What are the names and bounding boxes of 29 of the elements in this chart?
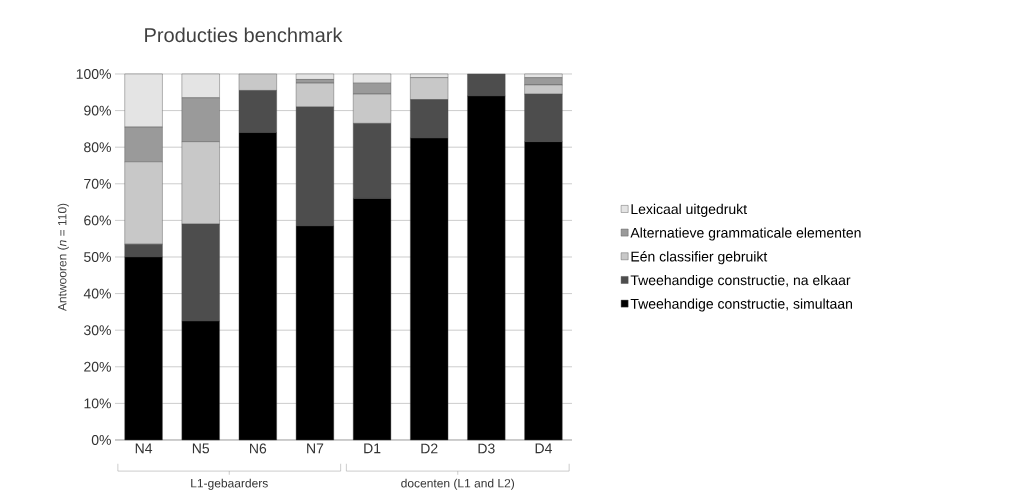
x-tick-label: D3 — [478, 443, 495, 454]
y-tick-label: 10% — [84, 398, 111, 409]
chart-title: Producties benchmark — [145, 27, 343, 43]
text: L1-gebaarders — [191, 478, 268, 490]
x-tick-label: N7 — [307, 443, 324, 454]
y-tick-label: 60% — [84, 215, 111, 226]
legend-label: Lexicaal uitgedrukt — [631, 203, 747, 217]
legend-label: Eén classifier gebruikt — [631, 251, 768, 265]
x-tick-label: D1 — [364, 443, 381, 454]
x-tick-label: N6 — [250, 443, 267, 454]
y-axis-title: Antwooren (n = 110) — [57, 203, 69, 312]
y-tick-label: 40% — [83, 288, 111, 299]
x-tick-label: N4 — [135, 443, 153, 454]
y-tick-label: 30% — [84, 325, 111, 336]
text: docenten (L1 and L2) — [401, 478, 515, 490]
legend-label: Alternatieve grammaticale elementen — [630, 227, 861, 241]
y-tick-label: 90% — [84, 105, 111, 116]
y-tick-label: 80% — [84, 142, 111, 153]
y-tick-label: 100% — [76, 69, 111, 79]
y-tick-label: 50% — [84, 252, 111, 262]
y-tick-label: 0% — [91, 435, 111, 445]
legend-label: Tweehandige constructie, na elkaar — [630, 274, 851, 288]
x-tick-label: N5 — [192, 443, 210, 454]
bar — [295, 73, 334, 80]
y-tick-label: 20% — [84, 361, 111, 372]
x-tick-label: D4 — [535, 443, 552, 454]
x-tick-label: D2 — [421, 443, 438, 454]
y-tick-label: 70% — [84, 178, 111, 189]
legend-label: Tweehandige constructie, simultaan — [630, 298, 852, 312]
